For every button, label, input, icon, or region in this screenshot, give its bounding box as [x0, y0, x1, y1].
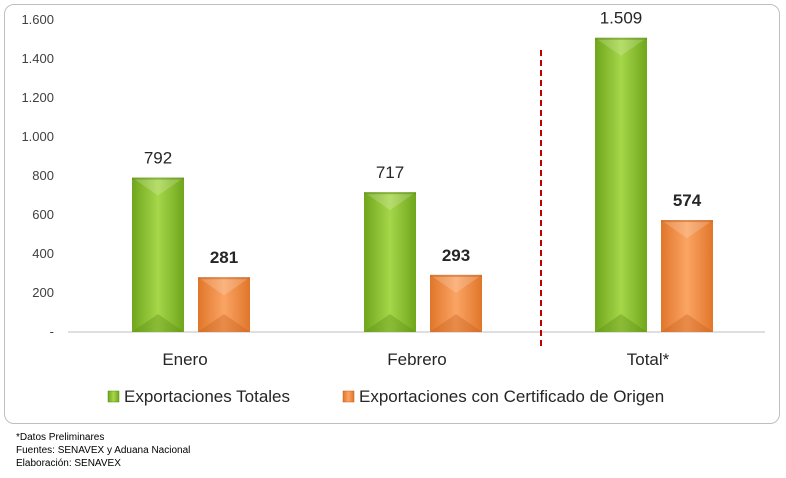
- data-label: 1.509: [600, 9, 643, 28]
- y-tick-label: 1.200: [21, 90, 54, 105]
- legend-item: Exportaciones Totales: [107, 387, 290, 406]
- bar-body: [198, 277, 250, 332]
- bar-bevel-bottom: [198, 314, 250, 332]
- bar-chart: - 200 400 600 800 1.000 1.200 1.400 1.600 792 281…: [21, 9, 765, 406]
- note-sources: Fuentes: SENAVEX y Aduana Nacional: [16, 445, 191, 456]
- bar-bevel-bottom: [430, 314, 482, 332]
- y-tick-label: -: [50, 324, 54, 339]
- legend: Exportaciones Totales Exportaciones con C…: [107, 387, 664, 406]
- bar-bevel-bottom: [364, 314, 416, 332]
- legend-swatch: [342, 390, 355, 403]
- bar-certificado-0: [198, 277, 250, 332]
- x-category-label: Total*: [627, 350, 670, 369]
- bar-bevel-bottom: [595, 314, 647, 332]
- y-tick-label: 200: [32, 285, 54, 300]
- data-labels: 792 281 717 293 1.509 574: [144, 9, 702, 267]
- y-tick-label: 1.600: [21, 12, 54, 27]
- bar-bevel-top: [364, 192, 416, 211]
- legend-swatch: [107, 390, 120, 403]
- data-label: 281: [210, 248, 238, 267]
- y-tick-label: 800: [32, 168, 54, 183]
- x-category-label: Febrero: [387, 350, 447, 369]
- bar-bevel-top: [132, 177, 184, 196]
- note-elaboration: Elaboración: SENAVEX: [16, 458, 121, 469]
- bar-top-edge: [661, 220, 713, 223]
- y-tick-label: 1.400: [21, 51, 54, 66]
- bar-top-edge: [198, 277, 250, 280]
- footnotes: *Datos Preliminares Fuentes: SENAVEX y A…: [16, 431, 190, 470]
- bar-bevel-top: [198, 277, 250, 296]
- bar-top-edge: [430, 274, 482, 277]
- data-label: 574: [673, 191, 702, 210]
- note-preliminary: *Datos Preliminares: [16, 432, 105, 443]
- y-tick-label: 1.000: [21, 129, 54, 144]
- bar-bevel-top: [661, 220, 713, 239]
- bar-bevel-bottom: [132, 314, 184, 332]
- bar-certificado-1: [430, 274, 482, 332]
- bar-bevel-top: [595, 37, 647, 56]
- y-axis: - 200 400 600 800 1.000 1.200 1.400 1.600: [21, 12, 765, 350]
- bar-body: [661, 220, 713, 332]
- bar-body: [595, 37, 647, 333]
- data-label: 717: [376, 163, 404, 182]
- bar-body: [132, 177, 184, 332]
- y-tick-label: 600: [32, 207, 54, 222]
- bar-totales-1: [364, 192, 416, 332]
- bar-totales-0: [132, 177, 184, 332]
- legend-label: Exportaciones Totales: [124, 387, 290, 406]
- bar-top-edge: [364, 192, 416, 195]
- bar-top-edge: [595, 37, 647, 40]
- bars: [132, 37, 713, 333]
- data-label: 792: [144, 149, 172, 168]
- bar-bevel-top: [430, 274, 482, 293]
- bar-certificado-2: [661, 220, 713, 332]
- bar-body: [364, 192, 416, 332]
- x-axis: Enero Febrero Total*: [162, 350, 669, 369]
- bar-bevel-bottom: [661, 314, 713, 332]
- data-label: 293: [442, 246, 470, 265]
- bar-top-edge: [132, 177, 184, 180]
- legend-item: Exportaciones con Certificado de Origen: [342, 387, 664, 406]
- y-tick-label: 400: [32, 246, 54, 261]
- bar-totales-2: [595, 37, 647, 333]
- x-category-label: Enero: [162, 350, 207, 369]
- bar-body: [430, 274, 482, 332]
- legend-label: Exportaciones con Certificado de Origen: [359, 387, 664, 406]
